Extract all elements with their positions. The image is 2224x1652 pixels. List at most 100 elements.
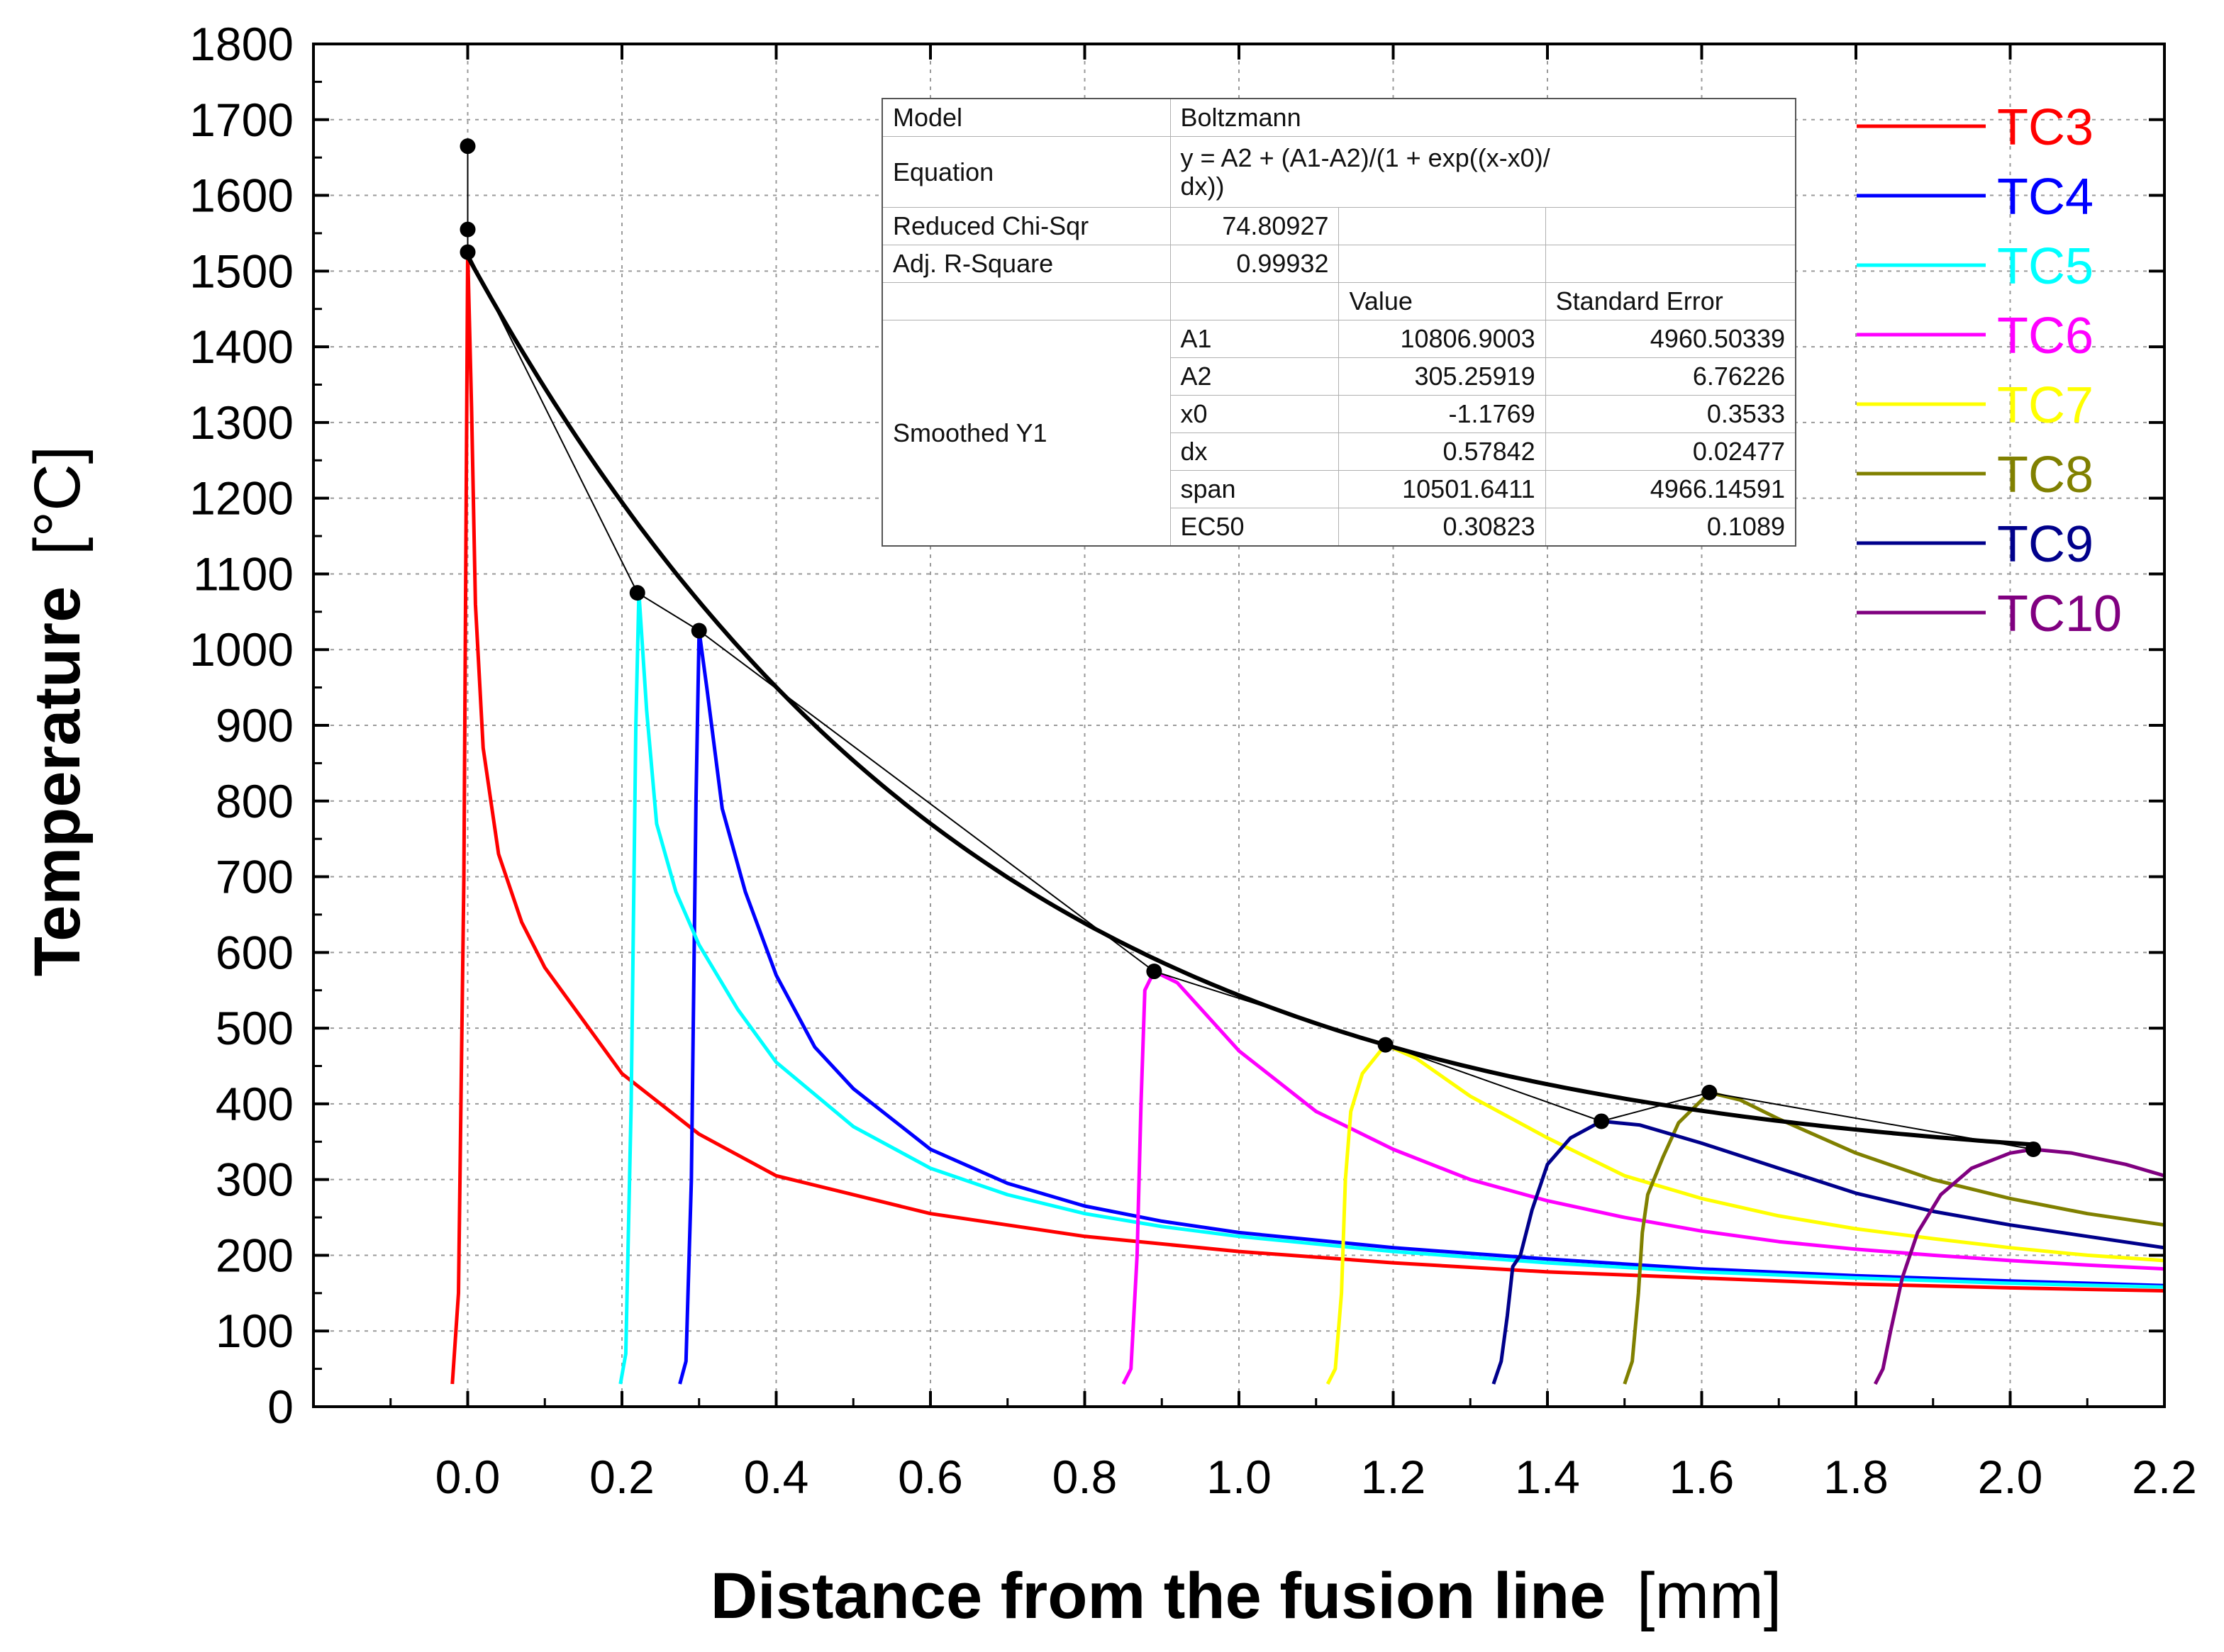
series-line-tc3 — [450, 250, 2164, 1385]
legend: TC3 TC4 TC5 TC6 TC7 TC8 TC9 TC10 — [1857, 99, 2122, 642]
table-row: Reduced Chi-Sqr 74.80927 — [882, 207, 1796, 245]
legend-label-tc7: TC7 — [1997, 377, 2094, 434]
peak-marker — [460, 138, 476, 155]
x-tick-labels: 0.0 0.2 0.4 0.6 0.8 1.0 1.2 1.4 1.6 1.8 2.0 2.2 — [435, 1451, 2197, 1503]
param-error: 4960.50339 — [1545, 320, 1796, 358]
param-value: 0.30823 — [1338, 508, 1546, 547]
error-header: Standard Error — [1545, 282, 1796, 320]
y-tick-label: 700 — [216, 851, 294, 903]
x-tick-label: 1.4 — [1515, 1451, 1580, 1503]
equation-line-2: dx)) — [1180, 171, 1225, 201]
x-tick-label: 1.8 — [1823, 1451, 1889, 1503]
table-row: Equation y = A2 + (A1-A2)/(1 + exp((x-x0… — [882, 136, 1796, 208]
y-tick-label: 1000 — [189, 623, 294, 676]
legend-label-tc5: TC5 — [1997, 238, 2094, 295]
y-tick-label: 800 — [216, 775, 294, 827]
param-error: 6.76226 — [1545, 357, 1796, 396]
empty-cell — [882, 282, 1171, 320]
x-axis-title: Distance from the fusion line [mm] — [711, 1560, 1782, 1632]
y-tick-label: 100 — [216, 1305, 294, 1357]
axis-ticks — [313, 43, 2166, 1408]
empty-cell — [1338, 207, 1546, 245]
peak-marker — [460, 244, 476, 260]
param-value: 0.57842 — [1338, 432, 1546, 471]
r2-label: Adj. R-Square — [882, 245, 1171, 283]
table-row: span 10501.6411 4966.14591 — [882, 470, 1796, 508]
y-tick-label: 1400 — [189, 320, 294, 373]
empty-cell — [1545, 207, 1796, 245]
param-name: x0 — [1169, 395, 1340, 433]
x-tick-label: 2.2 — [2132, 1451, 2197, 1503]
empty-cell — [1338, 245, 1546, 283]
param-error: 4966.14591 — [1545, 470, 1796, 508]
y-tick-label: 1100 — [193, 547, 294, 600]
peak-marker — [1701, 1084, 1718, 1100]
fit-results-table: Model Boltzmann Equation y = A2 + (A1-A2… — [882, 98, 1796, 547]
x-tick-label: 1.0 — [1206, 1451, 1272, 1503]
y-tick-label: 400 — [216, 1078, 294, 1130]
param-value: -1.1769 — [1338, 395, 1546, 433]
x-tick-label: 1.6 — [1669, 1451, 1735, 1503]
chisq-value: 74.80927 — [1169, 207, 1340, 245]
x-tick-label: 0.4 — [744, 1451, 809, 1503]
x-tick-label: 0.2 — [589, 1451, 655, 1503]
y-axis-title-unit: [°C] — [21, 446, 94, 555]
series-line-tc10 — [1873, 1147, 2164, 1385]
model-label: Model — [882, 98, 1171, 137]
chisq-label: Reduced Chi-Sqr — [882, 207, 1171, 245]
y-tick-label: 1200 — [189, 472, 294, 525]
param-value: 10501.6411 — [1338, 470, 1546, 508]
y-tick-label: 600 — [216, 926, 294, 978]
x-tick-label: 0.0 — [435, 1451, 501, 1503]
equation-value: y = A2 + (A1-A2)/(1 + exp((x-x0)/ dx)) — [1169, 136, 1796, 208]
table-row: A2 305.25919 6.76226 — [882, 357, 1796, 396]
table-row: Smoothed Y1 A1 10806.9003 4960.50339 — [882, 320, 1796, 547]
param-error: 0.1089 — [1545, 508, 1796, 547]
y-tick-labels: 0 100 200 300 400 500 600 700 800 900 1000 1100 1200… — [189, 18, 294, 1433]
series-line-tc6 — [1121, 969, 2164, 1385]
x-axis-title-unit: [mm] — [1637, 1560, 1781, 1632]
y-tick-label: 1500 — [189, 245, 294, 297]
legend-label-tc8: TC8 — [1997, 447, 2094, 503]
param-value: 305.25919 — [1338, 357, 1546, 396]
legend-label-tc9: TC9 — [1997, 516, 2094, 573]
table-row: EC50 0.30823 0.1089 — [882, 508, 1796, 547]
series-line-tc8 — [1623, 1090, 2164, 1385]
y-tick-label: 1600 — [189, 169, 294, 222]
param-name: EC50 — [1169, 508, 1340, 547]
equation-line-1: y = A2 + (A1-A2)/(1 + exp((x-x0)/ — [1180, 143, 1550, 172]
fit-layer — [465, 255, 2034, 1147]
x-axis-title-main: Distance from the fusion line — [711, 1560, 1606, 1632]
param-name: dx — [1169, 432, 1340, 471]
y-tick-label: 1800 — [189, 18, 294, 70]
peak-marker — [629, 585, 645, 601]
y-tick-label: 1300 — [189, 396, 294, 449]
y-axis-title: Temperature [°C] — [21, 446, 94, 976]
fit-curve — [465, 255, 2034, 1147]
param-name: A2 — [1169, 357, 1340, 396]
param-value: 10806.9003 — [1338, 320, 1546, 358]
legend-label-tc10: TC10 — [1997, 586, 2122, 642]
y-axis-title-main: Temperature — [21, 586, 94, 976]
equation-label: Equation — [882, 136, 1171, 208]
x-tick-label: 2.0 — [1978, 1451, 2043, 1503]
x-tick-label: 0.8 — [1052, 1451, 1118, 1503]
y-tick-label: 0 — [267, 1380, 294, 1433]
peak-connector-line — [467, 252, 2034, 1150]
y-tick-label: 200 — [216, 1229, 294, 1281]
param-name: span — [1169, 470, 1340, 508]
peak-marker — [2025, 1141, 2042, 1157]
x-tick-label: 1.2 — [1361, 1451, 1426, 1503]
series-line-tc4 — [678, 629, 2164, 1385]
peak-marker — [1594, 1113, 1610, 1129]
param-error: 0.3533 — [1545, 395, 1796, 433]
table-row: Adj. R-Square 0.99932 — [882, 245, 1796, 283]
y-tick-label: 1700 — [189, 94, 294, 146]
legend-label-tc4: TC4 — [1997, 169, 2094, 225]
peaks-layer — [460, 138, 2042, 1157]
param-name: A1 — [1169, 320, 1340, 358]
legend-label-tc3: TC3 — [1997, 99, 2094, 156]
y-tick-label: 900 — [216, 699, 294, 752]
model-value: Boltzmann — [1169, 98, 1796, 137]
